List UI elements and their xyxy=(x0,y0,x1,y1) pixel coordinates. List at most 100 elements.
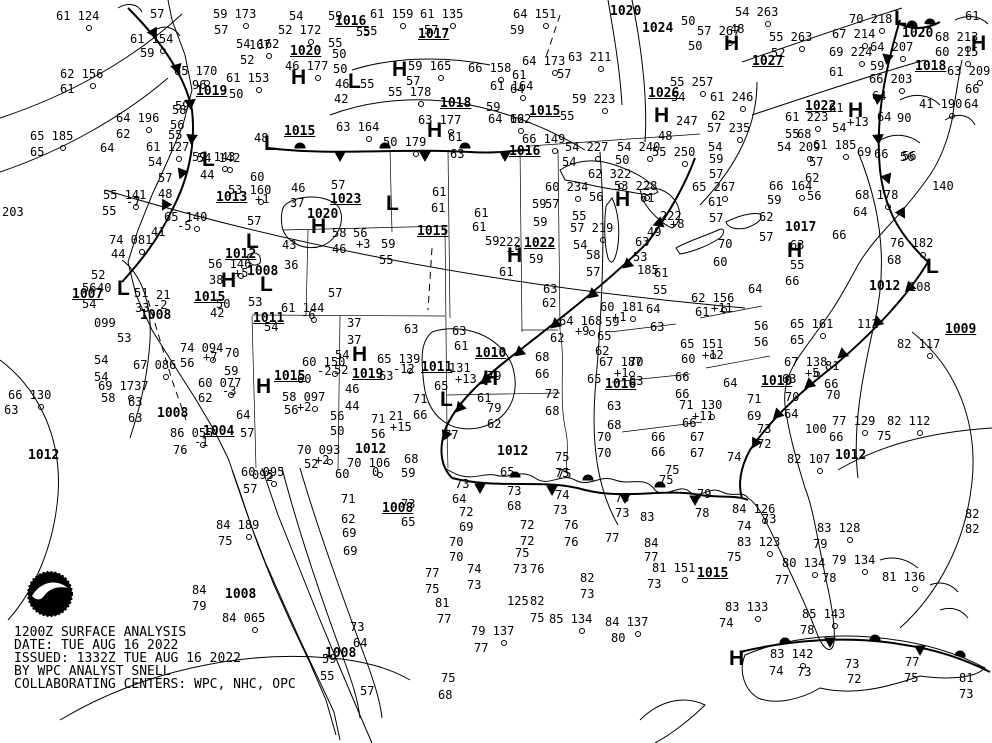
station-value: 60 xyxy=(297,372,312,386)
low-pressure-center: L xyxy=(894,7,907,30)
station-circle-icon xyxy=(160,48,166,54)
station-value: 57 xyxy=(545,197,560,211)
station-value: 44 xyxy=(200,168,215,182)
station-value: 54 xyxy=(82,297,97,311)
station-circle-icon xyxy=(133,204,139,210)
pressure-label: 1020 xyxy=(290,44,322,59)
station-value: 65 267 xyxy=(692,180,736,194)
station-value: 72 xyxy=(459,505,474,519)
pressure-label: 1022 xyxy=(805,99,837,114)
pressure-label: 1016 xyxy=(509,144,541,159)
station-value: 42 xyxy=(210,306,225,320)
station-value: 54 xyxy=(708,140,723,154)
station-circle-icon xyxy=(885,204,891,210)
station-value: 75 xyxy=(904,671,919,685)
station-value: 64 xyxy=(510,82,525,96)
pressure-label: 1015 xyxy=(284,124,316,139)
stationary-front-cuba xyxy=(739,638,991,673)
station-value: 44 xyxy=(111,247,126,261)
station-value: 67 187 xyxy=(599,355,643,369)
station-value: -7 xyxy=(126,195,141,209)
station-value: -2 xyxy=(153,298,168,312)
station-value: 59 xyxy=(140,46,155,60)
caption-line-analyst: BY WPC ANALYST SNELL xyxy=(14,664,171,679)
station-value: 66 xyxy=(682,416,697,430)
station-value: 82 xyxy=(530,594,545,608)
station-circle-icon xyxy=(139,249,145,255)
station-value: 73 xyxy=(455,477,470,491)
station-value: 66 xyxy=(829,430,844,444)
pressure-label: 1027 xyxy=(752,54,784,69)
station-value: 53 xyxy=(117,331,132,345)
station-value: 56 xyxy=(353,226,368,240)
station-value: 65 xyxy=(500,465,515,479)
station-value: 79 xyxy=(487,369,502,383)
station-value: 112 xyxy=(857,317,879,331)
pressure-label: 1013 xyxy=(216,190,248,205)
station-value: 70 xyxy=(597,446,612,460)
station-value: 60 234 xyxy=(545,180,589,194)
high-pressure-center: H xyxy=(392,58,408,81)
station-circle-icon xyxy=(60,145,66,151)
station-circle-icon xyxy=(501,640,507,646)
station-value: 69 224 xyxy=(829,45,873,59)
station-value: +1 xyxy=(255,192,270,206)
station-circle-icon xyxy=(820,333,826,339)
low-pressure-center: L xyxy=(348,70,361,93)
station-value: 64 162 xyxy=(488,112,532,126)
station-circle-icon xyxy=(552,70,558,76)
station-value: 57 xyxy=(709,211,724,225)
station-value: 77 129 xyxy=(832,414,876,428)
station-value: 75 xyxy=(877,429,892,443)
station-value: 69 xyxy=(342,526,357,540)
station-value: 63 209 xyxy=(947,64,991,78)
station-circle-icon xyxy=(315,75,321,81)
station-value: +15 xyxy=(390,420,412,434)
station-value: 64 151 xyxy=(513,7,557,21)
station-value: 55 257 xyxy=(670,75,714,89)
station-value: 74 xyxy=(719,616,734,630)
station-value: 75 xyxy=(218,534,233,548)
station-circle-icon xyxy=(682,161,688,167)
pressure-label: 1008 xyxy=(157,406,189,421)
station-value: 68 xyxy=(535,350,550,364)
pressure-label: 1018 xyxy=(440,96,472,111)
maritimes-2 xyxy=(944,114,976,126)
station-value: 68 xyxy=(797,127,812,141)
station-circle-icon xyxy=(128,395,134,401)
station-value: 62 xyxy=(341,512,356,526)
station-value: 0 xyxy=(372,465,380,479)
station-value: +11 xyxy=(692,409,714,423)
station-circle-icon xyxy=(194,226,200,232)
station-value: 70 xyxy=(718,237,733,251)
station-value: 77 xyxy=(644,550,659,564)
station-value: 77 xyxy=(905,655,920,669)
station-value: 60 215 xyxy=(935,45,979,59)
station-value: 62 322 xyxy=(588,167,632,181)
station-value: 65 161 xyxy=(790,317,834,331)
station-value: 68 213 xyxy=(935,30,979,44)
station-circle-icon xyxy=(38,404,44,410)
pressure-label: 1015 xyxy=(417,224,449,239)
station-value: 66 xyxy=(832,228,847,242)
station-value: 86 055 xyxy=(170,426,214,440)
station-value: 77 xyxy=(425,566,440,580)
pressure-label: 1012 xyxy=(835,448,867,463)
station-value: 70 xyxy=(826,388,841,402)
station-value: 63 xyxy=(4,403,19,417)
station-value: 51 xyxy=(134,286,149,300)
station-circle-icon xyxy=(740,106,746,112)
pressure-label: 1007 xyxy=(72,287,104,302)
station-value: 84 189 xyxy=(216,518,260,532)
station-value: 50 xyxy=(216,297,231,311)
station-circle-icon xyxy=(814,371,820,377)
station-value: 73 xyxy=(762,512,777,526)
station-value: 58 097 xyxy=(282,390,326,404)
station-circle-icon xyxy=(737,137,743,143)
station-value: 79 134 xyxy=(832,553,876,567)
pressure-label: 1012 xyxy=(355,442,387,457)
station-value: 75 xyxy=(659,473,674,487)
station-value: 59 xyxy=(605,315,620,329)
station-value: 44 xyxy=(345,399,360,413)
